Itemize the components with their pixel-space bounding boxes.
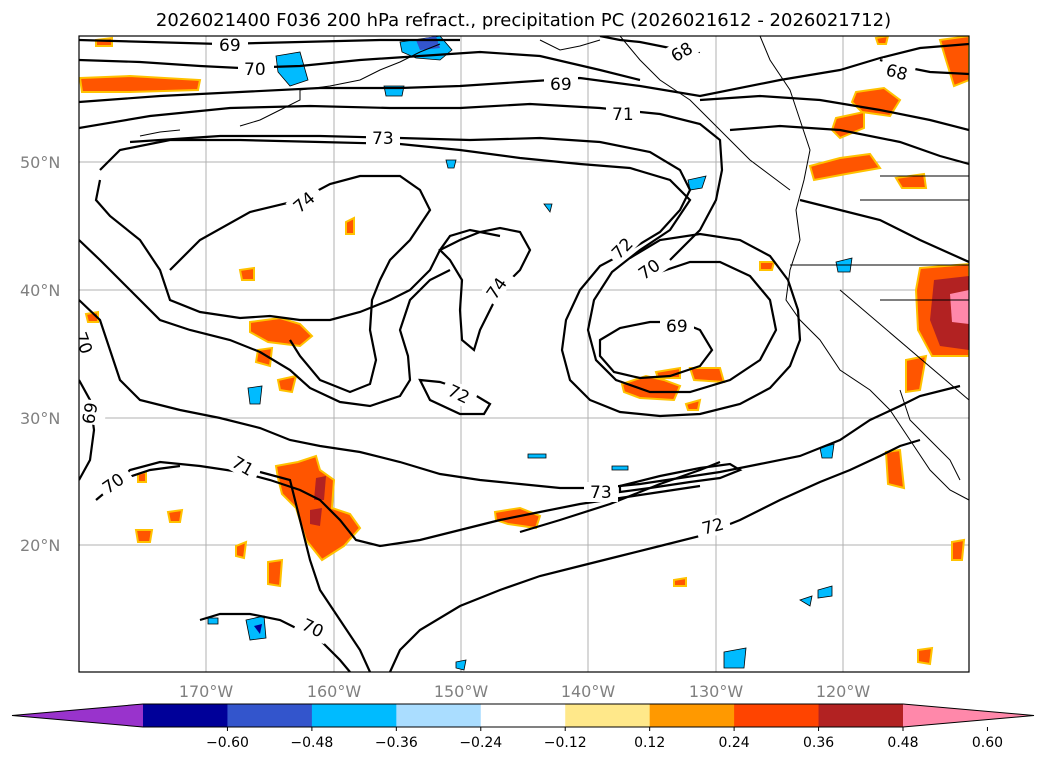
colorbar-segment (480, 704, 566, 727)
colorbar-tick-label: −0.48 (290, 735, 333, 751)
lon-label: 120°W (816, 682, 871, 701)
colorbar-segment (649, 704, 735, 727)
colorbar-segment (818, 704, 904, 727)
colorbar-segment (311, 704, 397, 727)
colorbar-tick-label: 0.36 (803, 735, 834, 751)
colorbar-extend-high (903, 704, 1034, 727)
contour-label: 69 (666, 317, 688, 337)
lon-label: 140°W (561, 682, 616, 701)
colorbar-tick-label: 0.12 (634, 735, 665, 751)
plot-frame (78, 35, 970, 673)
lon-label: 170°W (179, 682, 234, 701)
colorbar-segment (227, 704, 313, 727)
graticule (79, 36, 969, 672)
colorbar-tick-label: −0.60 (206, 735, 249, 751)
lat-label: 50°N (20, 153, 60, 172)
colorbar-tick-label: 0.60 (972, 735, 1003, 751)
contour-label: 69 (550, 75, 572, 95)
contour-label: 70 (70, 330, 96, 357)
latitude-labels: 50°N 40°N 30°N 20°N (20, 153, 60, 555)
colorbar-tick-label: −0.12 (544, 735, 587, 751)
contour-label: 70 (244, 60, 266, 80)
map-title: 2026021400 F036 200 hPa refract., precip… (155, 10, 892, 31)
lat-label: 20°N (20, 536, 60, 555)
lat-label: 30°N (20, 409, 60, 428)
colorbar-outline (11, 703, 1035, 728)
precip-positive (79, 36, 969, 666)
lon-label: 150°W (434, 682, 489, 701)
colorbar-segment (565, 704, 651, 727)
lat-label: 40°N (20, 281, 60, 300)
contour-label: 73 (590, 483, 612, 503)
coastlines (139, 36, 969, 501)
contour-label: 69 (219, 36, 241, 56)
contour-label: 69 (79, 401, 102, 426)
colorbar-tick-label: −0.36 (375, 735, 418, 751)
colorbar-tick-label: 0.24 (719, 735, 750, 751)
plot-area (79, 36, 969, 672)
longitude-labels: 170°W 160°W 150°W 140°W 130°W 120°W (179, 682, 871, 701)
colorbar-segment (734, 704, 820, 727)
colorbar-tick-label: −0.24 (459, 735, 502, 751)
colorbar-segment (396, 704, 482, 727)
precip-negative (207, 36, 853, 671)
lon-label: 130°W (689, 682, 744, 701)
colorbar-extend-low (12, 704, 143, 727)
contour-label: 71 (612, 105, 634, 125)
colorbar-segment (143, 704, 228, 727)
contour-label: 73 (372, 129, 394, 149)
colorbar: −0.60 −0.48 −0.36 −0.24 −0.12 0.12 0.24 0.36 0.4… (11, 703, 1035, 751)
lon-label: 160°W (307, 682, 362, 701)
colorbar-tick-label: 0.48 (887, 735, 918, 751)
refractivity-contours (79, 36, 969, 672)
